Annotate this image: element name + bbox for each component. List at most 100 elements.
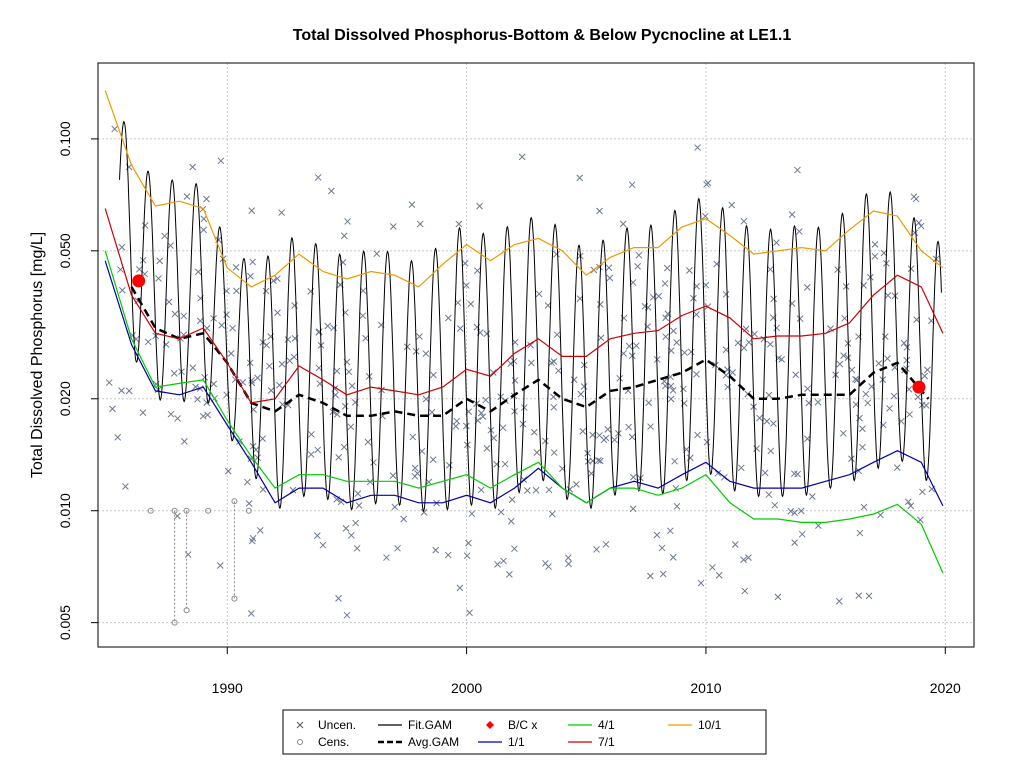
uncensored-point	[119, 286, 126, 294]
uncensored-point	[416, 220, 424, 228]
observations	[105, 125, 940, 626]
uncensored-point	[409, 433, 417, 441]
uncensored-point	[474, 267, 481, 274]
uncensored-point	[224, 467, 232, 475]
uncensored-point	[248, 537, 256, 545]
uncensored-point	[580, 383, 588, 390]
uncensored-point	[308, 430, 315, 438]
uncensored-point	[333, 367, 341, 375]
uncensored-point	[170, 370, 178, 377]
uncensored-point	[852, 375, 859, 383]
uncensored-point	[714, 469, 722, 477]
uncensored-point	[848, 455, 855, 463]
uncensored-point	[489, 369, 497, 376]
uncensored-point	[348, 382, 356, 390]
uncensored-point	[890, 392, 898, 400]
uncensored-point	[347, 423, 355, 431]
series-1-1	[104, 260, 944, 507]
uncensored-point	[903, 343, 911, 351]
uncensored-point	[635, 251, 643, 259]
axes: 1990 2000 2010 2020 0.005 0.010 0.020 0.050 0.10…	[57, 121, 961, 696]
uncensored-point	[467, 300, 475, 308]
uncensored-point	[236, 438, 243, 445]
uncensored-point	[884, 292, 892, 299]
uncensored-point	[596, 457, 604, 465]
uncensored-point	[731, 541, 739, 548]
uncensored-point	[314, 532, 321, 539]
uncensored-point	[462, 422, 470, 430]
uncensored-point	[203, 399, 211, 406]
uncensored-point	[859, 425, 866, 433]
uncensored-point	[344, 218, 351, 225]
uncensored-point	[911, 229, 919, 237]
uncensored-point	[729, 369, 736, 376]
uncensored-point	[267, 387, 275, 394]
censored-point	[183, 607, 190, 614]
y-tick-label: 0.050	[57, 233, 73, 268]
legend-label: B/C x	[508, 718, 537, 732]
uncensored-point	[646, 572, 654, 580]
uncensored-point	[914, 393, 922, 401]
uncensored-point	[669, 554, 677, 561]
legend-symbol	[297, 739, 303, 745]
uncensored-point	[904, 498, 912, 506]
uncensored-point	[565, 560, 572, 568]
uncensored-point	[284, 336, 292, 343]
uncensored-point	[340, 443, 348, 451]
uncensored-point	[359, 312, 367, 320]
uncensored-point	[444, 314, 452, 322]
censored-point	[171, 507, 178, 514]
uncensored-point	[605, 264, 613, 272]
uncensored-point	[737, 464, 745, 472]
uncensored-point	[307, 451, 315, 458]
uncensored-point	[671, 457, 678, 465]
uncensored-point	[324, 322, 332, 330]
uncensored-point	[270, 277, 277, 285]
uncensored-point	[218, 322, 226, 329]
uncensored-point	[217, 157, 225, 165]
uncensored-point	[673, 339, 681, 346]
uncensored-point	[921, 372, 929, 380]
uncensored-point	[171, 310, 179, 318]
uncensored-point	[669, 387, 677, 394]
uncensored-point	[216, 562, 224, 569]
uncensored-point	[740, 344, 748, 352]
uncensored-point	[545, 486, 553, 494]
uncensored-point	[814, 522, 822, 529]
uncensored-point	[527, 359, 535, 367]
uncensored-point	[403, 343, 411, 351]
uncensored-point	[462, 282, 470, 289]
uncensored-point	[122, 483, 129, 490]
uncensored-point	[432, 546, 440, 554]
censored-point	[205, 507, 212, 514]
uncensored-point	[373, 250, 381, 258]
uncensored-point	[844, 354, 852, 362]
uncensored-point	[808, 493, 816, 500]
uncensored-point	[196, 317, 204, 325]
uncensored-point	[227, 350, 235, 357]
uncensored-point	[917, 222, 925, 230]
uncensored-point	[856, 414, 863, 422]
uncensored-point	[259, 435, 266, 442]
uncensored-point	[910, 193, 918, 201]
uncensored-point	[420, 508, 428, 516]
censored-point	[171, 619, 178, 626]
censored-point	[231, 498, 238, 505]
uncensored-point	[114, 433, 122, 441]
uncensored-point	[362, 334, 369, 342]
uncensored-point	[497, 508, 505, 516]
uncensored-point	[414, 470, 421, 477]
uncensored-point	[756, 414, 763, 422]
uncensored-point	[247, 610, 255, 617]
uncensored-point	[535, 290, 543, 298]
uncensored-point	[703, 181, 710, 188]
uncensored-point	[919, 488, 926, 496]
uncensored-point	[881, 333, 889, 341]
uncensored-point	[210, 380, 218, 388]
uncensored-point	[203, 195, 210, 203]
uncensored-point	[335, 454, 343, 461]
series-7-1	[104, 208, 944, 404]
uncensored-point	[745, 554, 752, 562]
y-tick-label: 0.005	[57, 605, 73, 640]
uncensored-point	[625, 342, 633, 350]
